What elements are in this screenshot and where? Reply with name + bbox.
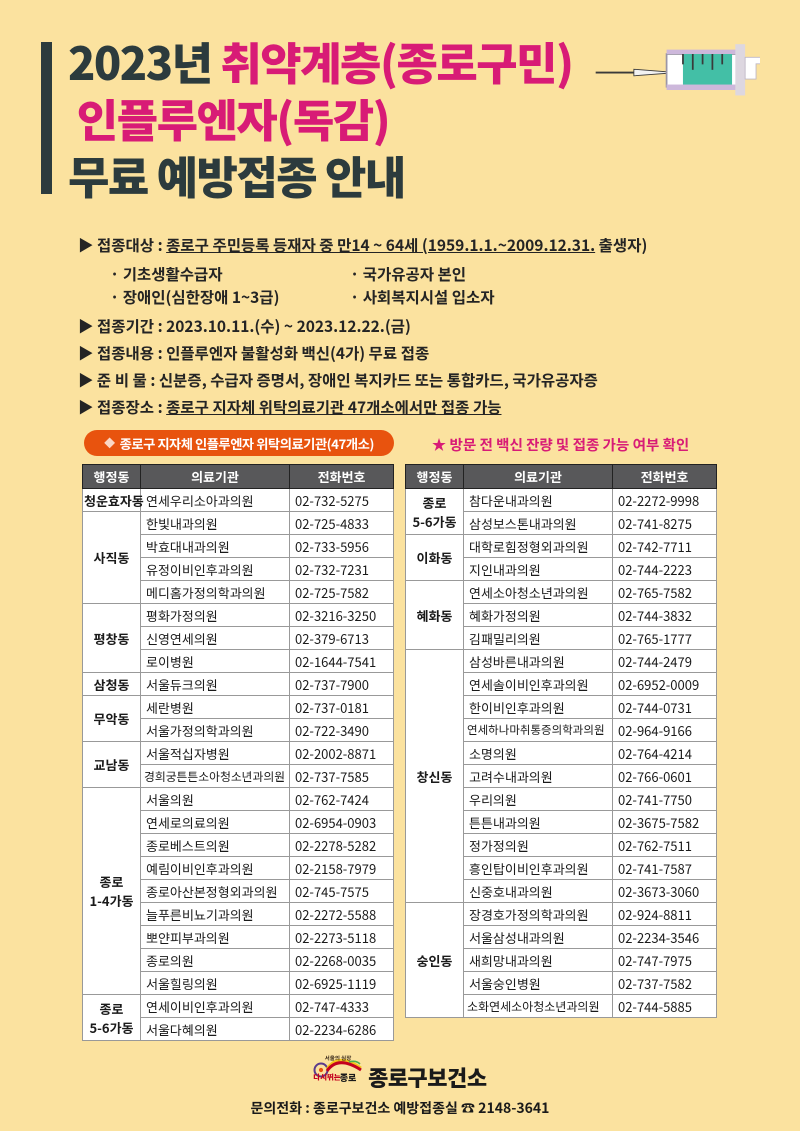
svg-text:종로: 종로 bbox=[340, 1071, 357, 1084]
svg-text:다시뛰는: 다시뛰는 bbox=[313, 1072, 341, 1083]
svg-text:서울의 심장: 서울의 심장 bbox=[325, 1054, 352, 1062]
